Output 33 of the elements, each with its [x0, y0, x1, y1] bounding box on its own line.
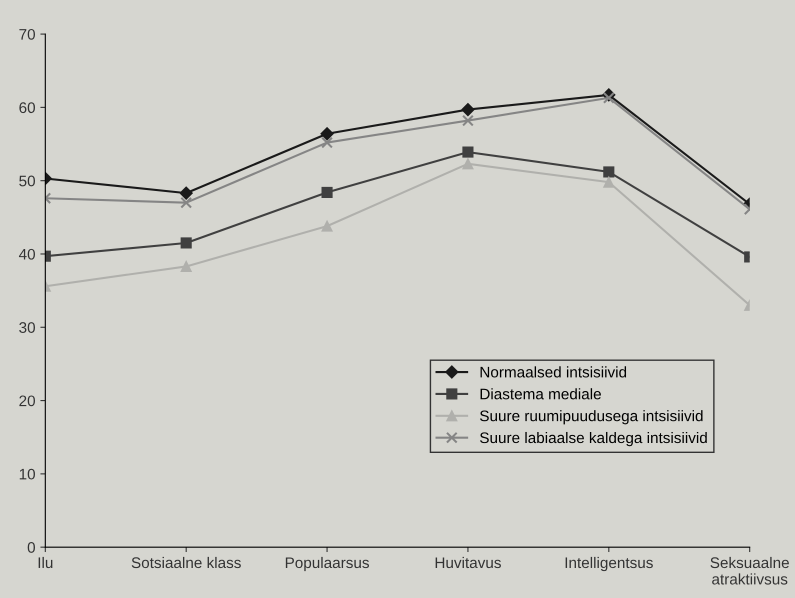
- point: [603, 166, 614, 178]
- point: [180, 196, 192, 209]
- point: [321, 136, 333, 148]
- point: [462, 114, 474, 126]
- x-tick-label: Seksuaalne atraktiivsus: [710, 556, 789, 585]
- point: [180, 237, 192, 249]
- y-tick-label: 70: [19, 28, 35, 40]
- point: [322, 220, 333, 232]
- point: [320, 127, 334, 140]
- x-tick-label: Ilu: [38, 556, 52, 568]
- x-tick-label: Sotsiaalne klass: [132, 556, 241, 568]
- legend-label: Diastema mediale: [480, 388, 601, 400]
- legend-label: Normaalsed intsisiivid: [480, 366, 626, 378]
- y-tick-label: 50: [19, 176, 35, 186]
- point: [461, 102, 475, 116]
- point: [603, 176, 614, 188]
- point: [322, 186, 333, 198]
- point: [462, 158, 474, 170]
- y-tick-label: 60: [19, 102, 35, 114]
- y-tick-label: 20: [19, 395, 35, 406]
- x-tick-label: Huvitavus: [436, 556, 501, 568]
- y-tick-label: 30: [19, 322, 35, 333]
- y-tick-label: 10: [20, 468, 35, 480]
- point: [180, 260, 192, 272]
- y-tick-label: 0: [28, 542, 35, 553]
- x-tick-label: Intelligentsus: [566, 556, 653, 572]
- point: [602, 92, 615, 104]
- point: [462, 146, 474, 158]
- point: [180, 186, 193, 200]
- y-tick-label: 40: [18, 248, 35, 260]
- legend-label: Suure ruumipuudusega intsisiivid: [480, 410, 703, 424]
- x-tick-label: Populaarsus: [286, 556, 369, 572]
- legend-label: Suure labiaalse kaldega intsisiivid: [480, 432, 707, 446]
